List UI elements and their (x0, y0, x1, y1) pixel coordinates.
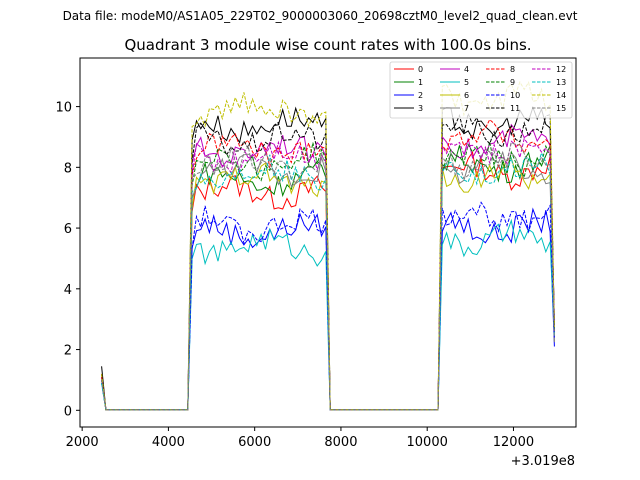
series-line-1 (101, 145, 555, 411)
legend-label-15: 15 (556, 104, 566, 113)
legend-label-7: 7 (464, 104, 469, 113)
y-tick-label: 2 (64, 344, 72, 359)
legend-label-11: 11 (510, 104, 520, 113)
legend-label-6: 6 (464, 91, 469, 100)
y-axis: 0 2 4 6 8 10 (55, 101, 80, 419)
chart-title: Quadrant 3 module wise count rates with … (124, 36, 531, 54)
x-tick-label: 6000 (238, 435, 271, 450)
x-tick-label: 8000 (324, 435, 357, 450)
series-line-5 (101, 218, 555, 411)
series-line-15 (101, 142, 555, 411)
legend-label-2: 2 (418, 91, 423, 100)
series-line-9 (101, 141, 555, 411)
legend-label-10: 10 (510, 91, 520, 100)
series-line-14 (101, 80, 555, 411)
legend-label-5: 5 (464, 78, 469, 87)
chart-suptitle: Data file: modeM0/AS1A05_229T02_90000030… (63, 9, 578, 23)
y-tick-label: 0 (64, 404, 72, 419)
series-line-8 (101, 118, 555, 411)
series-line-13 (101, 151, 555, 411)
x-tick-label: 10000 (407, 435, 448, 450)
legend-frame (389, 61, 573, 119)
legend-label-14: 14 (556, 91, 566, 100)
series-line-4 (101, 123, 555, 411)
legend-label-0: 0 (418, 65, 423, 74)
x-axis-offset-label: +3.019e8 (511, 454, 575, 469)
series-line-3 (101, 105, 555, 411)
legend-label-9: 9 (510, 78, 515, 87)
series-line-12 (101, 137, 555, 411)
legend-label-13: 13 (556, 78, 566, 87)
legend-label-12: 12 (556, 65, 566, 74)
y-tick-label: 10 (55, 101, 72, 116)
x-tick-label: 12000 (493, 435, 534, 450)
y-tick-label: 4 (64, 283, 72, 298)
series-line-7 (101, 148, 555, 411)
legend-label-8: 8 (510, 65, 515, 74)
x-tick-label: 4000 (152, 435, 185, 450)
x-axis: 2000 4000 6000 8000 10000 12000 (66, 427, 534, 450)
series-line-10 (101, 201, 555, 411)
legend-label-1: 1 (418, 78, 423, 87)
series-line-2 (101, 207, 555, 411)
x-tick-label: 2000 (66, 435, 99, 450)
series-layer (101, 80, 555, 411)
legend-label-3: 3 (418, 104, 423, 113)
y-tick-label: 6 (64, 222, 72, 237)
legend-label-4: 4 (464, 65, 469, 74)
y-tick-label: 8 (64, 161, 72, 176)
axes-frame (79, 57, 577, 428)
